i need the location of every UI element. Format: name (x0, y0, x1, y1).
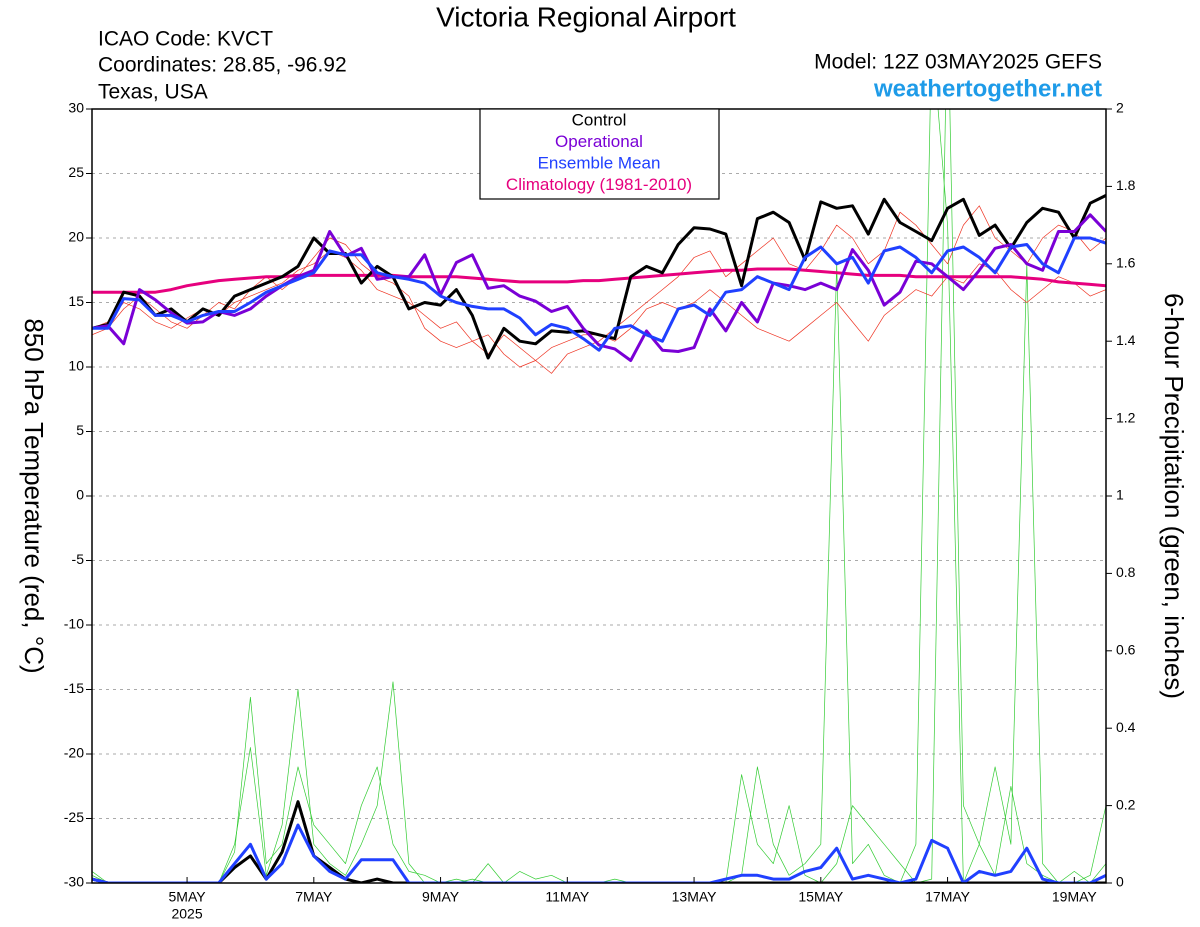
legend-entry: Operational (555, 132, 643, 151)
y-tick-label: 25 (68, 164, 84, 180)
x-tick-label: 9MAY (422, 889, 460, 905)
series-line (92, 109, 1106, 883)
info: ICAO Code: KVCT (98, 28, 273, 51)
y-axis-title: 850 hPa Temperature (red, °C) (19, 318, 49, 673)
legend-entry: Control (572, 110, 627, 129)
series-line (92, 213, 1106, 362)
legend: Control Operational Ensemble Mean Climatolo… (479, 108, 720, 200)
y-tick-label: -30 (64, 874, 84, 890)
y-tick-label: -10 (64, 616, 84, 632)
y-tick-label: 0 (76, 487, 84, 503)
x-tick-label: 17MAY (925, 889, 971, 905)
model: Model: 12Z 03MAY2025 GEFS (814, 51, 1102, 74)
y2-tick-label: 1.6 (1116, 255, 1136, 271)
y-tick-label: 30 (68, 100, 84, 116)
series-line (92, 267, 1106, 294)
y-tick-label: 10 (68, 358, 84, 374)
y-tick-label: -25 (64, 809, 84, 825)
x-tick-label: 5MAY (169, 889, 207, 905)
x-tick-label: 11MAY (545, 889, 589, 905)
legend-entry: Ensemble Mean (538, 153, 661, 172)
source: weathertogether.net (873, 75, 1102, 102)
series-line (92, 109, 1106, 883)
series-line (92, 800, 1106, 883)
chart-title: Victoria Regional Airport (436, 1, 736, 32)
y2-tick-label: 0.6 (1116, 642, 1136, 658)
y2-tick-label: 1.4 (1116, 332, 1136, 348)
legend-box (479, 108, 720, 200)
y2-tick-label: 0.4 (1116, 719, 1136, 735)
x-tick-label: 19MAY (1052, 889, 1098, 905)
series-line (92, 236, 1106, 352)
y2-tick-label: 1 (1116, 487, 1124, 503)
y-tick-label: 20 (68, 229, 84, 245)
x-tick-label: 13MAY (672, 889, 718, 905)
y-tick-label: 15 (68, 293, 84, 309)
info: Coordinates: 28.85, -96.92 (98, 54, 347, 77)
y-tick-label: -20 (64, 745, 84, 761)
series-line (92, 823, 1106, 883)
y2-tick-label: 1.2 (1116, 409, 1136, 425)
y2-tick-label: 0.2 (1116, 796, 1136, 812)
plot-lines (92, 109, 1106, 883)
y2-axis-title: 6-hour Precipitation (green, inches) (1159, 293, 1189, 699)
axes: -30-25-20-15-10-505101520253000.20.40.60… (64, 100, 1136, 922)
x-tick-label: 7MAY (295, 889, 333, 905)
y-tick-label: -15 (64, 680, 84, 696)
legend-entry: Climatology (1981-2010) (506, 175, 692, 194)
y2-tick-label: 0.8 (1116, 564, 1136, 580)
year-label: 2025 (171, 906, 202, 922)
y2-tick-label: 0 (1116, 874, 1124, 890)
info: Texas, USA (98, 81, 208, 104)
y-tick-label: -5 (72, 551, 85, 567)
series-line (92, 194, 1106, 360)
y-tick-label: 5 (76, 422, 84, 438)
y2-tick-label: 2 (1116, 100, 1124, 116)
y2-tick-label: 1.8 (1116, 177, 1136, 193)
series-line (92, 205, 1106, 374)
x-tick-label: 15MAY (798, 889, 844, 905)
